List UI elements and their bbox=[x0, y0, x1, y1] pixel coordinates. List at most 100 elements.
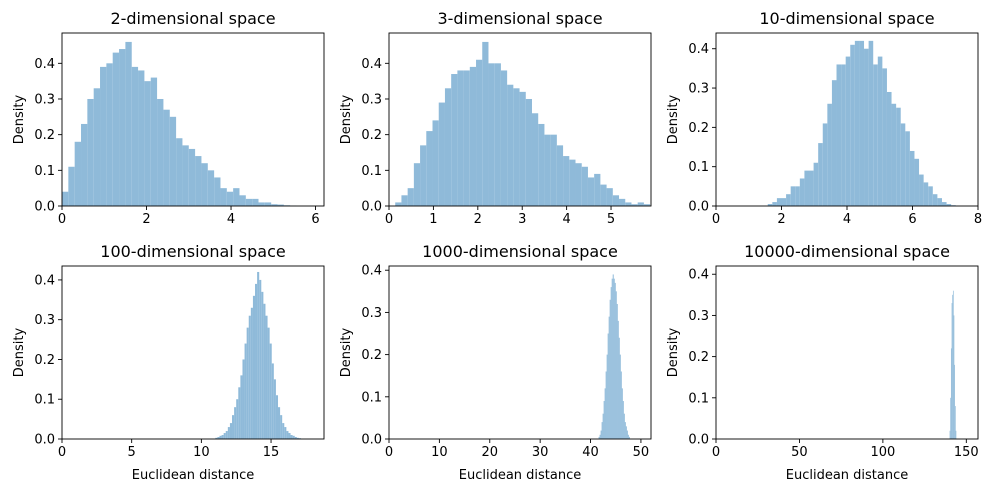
y-tick-label: 0.0 bbox=[34, 433, 55, 448]
histogram-bar bbox=[617, 304, 618, 439]
histogram-bar bbox=[144, 81, 150, 206]
y-tick-label: 0.1 bbox=[688, 160, 709, 175]
x-axis-label: Euclidean distance bbox=[132, 468, 255, 483]
x-tick-label: 10 bbox=[193, 445, 210, 460]
x-tick-label: 2 bbox=[474, 212, 482, 227]
histogram-bar bbox=[846, 57, 851, 206]
histogram-bar bbox=[233, 188, 239, 206]
histogram-bar bbox=[607, 188, 613, 206]
histogram-bar bbox=[170, 117, 176, 206]
histogram-bar bbox=[608, 334, 609, 439]
histogram-bar bbox=[600, 435, 601, 439]
histogram-bar bbox=[488, 63, 494, 206]
histogram-bar bbox=[613, 274, 614, 439]
histogram-bar bbox=[68, 167, 74, 206]
histogram-bar bbox=[132, 67, 138, 206]
histogram-bar bbox=[823, 123, 828, 206]
histogram-bar bbox=[257, 272, 259, 439]
histogram-bar bbox=[476, 60, 482, 206]
histogram-bar bbox=[272, 363, 274, 439]
x-tick-label: 30 bbox=[532, 445, 549, 460]
x-tick-label: 5 bbox=[607, 212, 615, 227]
histogram-bar bbox=[607, 355, 608, 439]
histogram-bar bbox=[220, 188, 226, 206]
histogram-bar bbox=[157, 99, 163, 206]
histogram-bar bbox=[611, 287, 612, 439]
histogram-bar bbox=[619, 199, 625, 206]
histogram-bar bbox=[954, 365, 955, 439]
histogram-bar bbox=[951, 348, 952, 439]
x-tick-label: 3 bbox=[518, 212, 526, 227]
histogram-bar bbox=[532, 113, 538, 206]
histogram-bar bbox=[569, 160, 575, 206]
histogram-bar bbox=[222, 435, 224, 439]
histogram-bar bbox=[189, 149, 195, 206]
y-tick-label: 0.0 bbox=[688, 433, 709, 448]
histogram-bar bbox=[786, 194, 791, 206]
histogram-bar bbox=[234, 407, 236, 439]
histogram-bar bbox=[259, 280, 261, 439]
x-tick-label: 0 bbox=[712, 212, 720, 227]
histogram-bar bbox=[850, 45, 855, 206]
y-tick-label: 0.4 bbox=[361, 57, 382, 72]
histogram-bar bbox=[201, 163, 207, 206]
histogram-bar bbox=[919, 175, 924, 206]
histogram-bar bbox=[242, 359, 244, 439]
y-tick-label: 0.4 bbox=[361, 264, 382, 279]
histogram-bars bbox=[62, 42, 297, 206]
y-tick-label: 0.1 bbox=[34, 164, 55, 179]
x-tick-label: 0 bbox=[58, 212, 66, 227]
y-axis-label: Density bbox=[12, 94, 27, 144]
histogram-bar bbox=[544, 135, 550, 206]
histogram-bar bbox=[224, 433, 226, 439]
histogram-bar bbox=[182, 145, 188, 206]
histogram-bar bbox=[610, 300, 611, 439]
histogram-bar bbox=[282, 423, 284, 439]
y-tick-label: 0.2 bbox=[34, 128, 55, 143]
histogram-bar bbox=[626, 426, 627, 439]
histogram-bar bbox=[600, 185, 606, 206]
x-tick-label: 8 bbox=[974, 212, 982, 227]
histogram-bar bbox=[621, 371, 622, 439]
histogram-bar bbox=[613, 195, 619, 206]
histogram-bar bbox=[855, 41, 860, 206]
y-tick-label: 0.4 bbox=[688, 268, 709, 283]
histogram-bar bbox=[62, 192, 68, 206]
histogram-bars bbox=[215, 272, 301, 439]
histogram-bar bbox=[259, 202, 265, 206]
y-tick-label: 0.3 bbox=[34, 92, 55, 107]
histogram-bar bbox=[604, 401, 605, 439]
x-tick-label: 4 bbox=[227, 212, 235, 227]
histogram-bar bbox=[594, 174, 600, 206]
histogram-bar bbox=[603, 414, 604, 439]
y-tick-label: 0.0 bbox=[688, 200, 709, 215]
y-tick-label: 0.3 bbox=[361, 306, 382, 321]
y-tick-label: 0.3 bbox=[688, 82, 709, 97]
histogram-bars bbox=[599, 274, 630, 439]
x-tick-label: 2 bbox=[142, 212, 150, 227]
histogram-bar bbox=[227, 192, 233, 206]
y-tick-label: 0.4 bbox=[34, 273, 55, 288]
histogram-bar bbox=[163, 110, 169, 206]
x-tick-label: 4 bbox=[562, 212, 570, 227]
x-tick-label: 50 bbox=[791, 445, 808, 460]
histogram-bar bbox=[240, 375, 242, 439]
histogram-bar bbox=[274, 379, 276, 439]
histogram-bars bbox=[395, 42, 650, 206]
y-axis-label: Density bbox=[339, 94, 354, 144]
x-tick-label: 6 bbox=[908, 212, 916, 227]
histogram-bar bbox=[100, 67, 106, 206]
histogram-bar bbox=[601, 431, 602, 439]
histogram-bar bbox=[954, 315, 955, 439]
histogram-bar bbox=[94, 88, 100, 206]
x-tick-label: 100 bbox=[870, 445, 895, 460]
histogram-bar bbox=[602, 422, 603, 439]
histogram-bar bbox=[138, 70, 144, 206]
histogram-bar bbox=[408, 188, 414, 206]
histogram-bar bbox=[588, 177, 594, 206]
histogram-bar bbox=[276, 395, 278, 439]
